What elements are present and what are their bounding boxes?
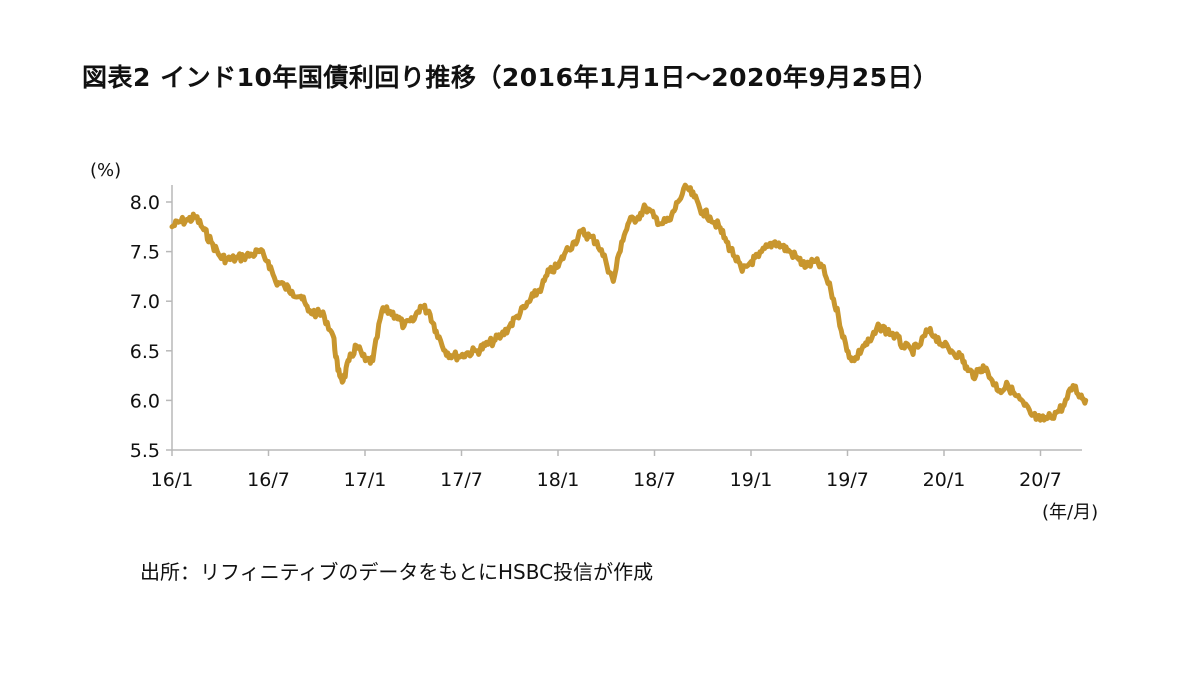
- y-tick-label: 7.0: [130, 291, 160, 313]
- x-tick-label: 18/7: [633, 469, 676, 491]
- y-tick-label: 6.0: [130, 390, 160, 412]
- x-tick-label: 19/1: [730, 469, 773, 491]
- yield-series-line: [169, 182, 1089, 423]
- x-tick-label: 20/1: [923, 469, 966, 491]
- x-tick-label: 17/1: [344, 469, 387, 491]
- x-tick-label: 18/1: [537, 469, 580, 491]
- source-note: 出所：リフィニティブのデータをもとにHSBC投信が作成: [140, 560, 654, 584]
- y-tick-label: 7.5: [130, 242, 160, 264]
- y-ticks: 8.0 7.5 7.0 6.5 6.0 5.5: [130, 192, 172, 462]
- y-unit-label: (%): [90, 160, 121, 181]
- y-tick-label: 8.0: [130, 192, 160, 214]
- y-tick-label: 5.5: [130, 440, 160, 462]
- y-tick-label: 6.5: [130, 341, 160, 363]
- x-ticks: 16/1 16/7 17/1 17/7 18/1 18/7 19/1 19/7 20/1 20/7: [151, 450, 1062, 491]
- x-tick-label: 17/7: [440, 469, 483, 491]
- x-unit-label: (年/月): [1042, 502, 1098, 523]
- chart-title: 図表2 インド10年国債利回り推移（2016年1月1日～2020年9月25日）: [82, 63, 939, 92]
- x-tick-label: 16/7: [247, 469, 290, 491]
- x-tick-label: 19/7: [826, 469, 869, 491]
- plot-area: (%) (年/月) 8.0 7.5 7.0 6.5 6.0 5.5 16/1 16/7 17/…: [90, 160, 1098, 523]
- x-tick-label: 20/7: [1019, 469, 1062, 491]
- x-tick-label: 16/1: [151, 469, 194, 491]
